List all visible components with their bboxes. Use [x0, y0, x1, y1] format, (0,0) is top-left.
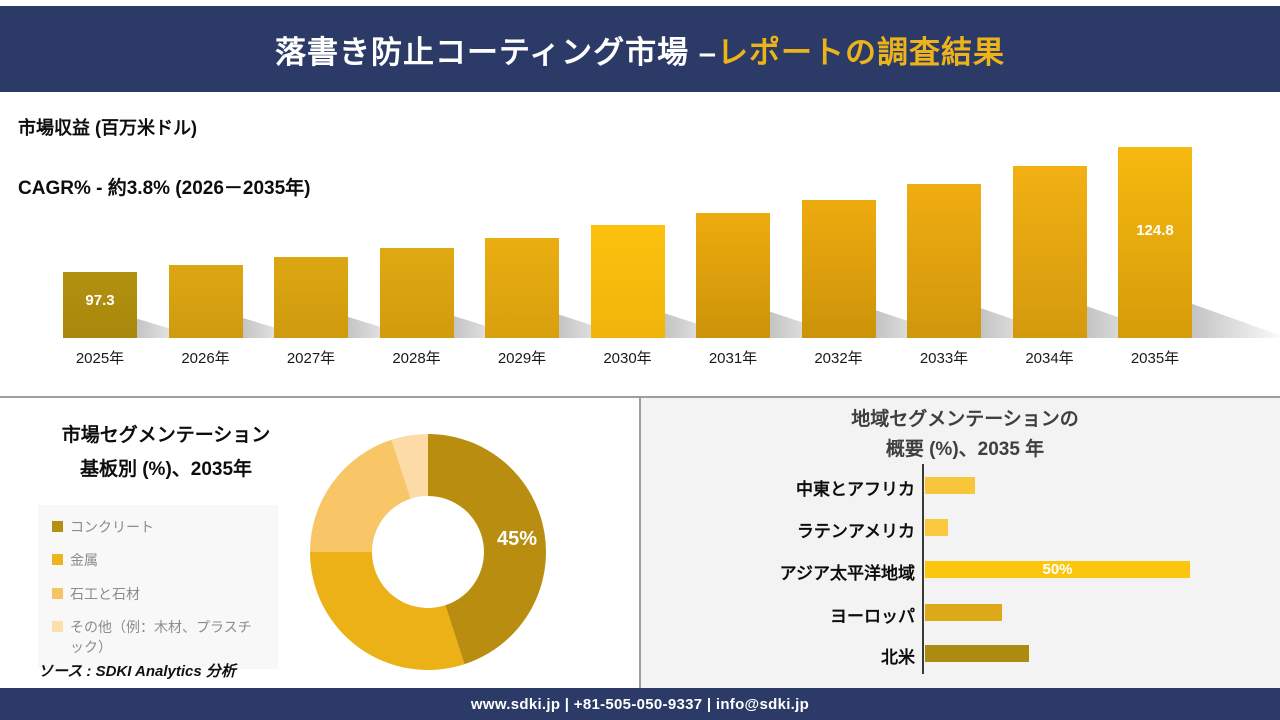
legend-swatch [52, 554, 63, 566]
page-title-accent: レポートの調査結果 [717, 34, 1005, 70]
region-row-label: 北米 [881, 648, 915, 667]
region-chart-axis [922, 464, 924, 674]
revenue-bar [168, 265, 243, 338]
legend-swatch [52, 521, 63, 532]
revenue-year-label: 2032年 [814, 350, 863, 367]
revenue-bar [801, 200, 876, 338]
revenue-year-label: 2026年 [181, 350, 230, 367]
revenue-year-label: 2030年 [603, 350, 652, 367]
revenue-bar [274, 257, 348, 338]
legend-item: 石工と石材 [52, 584, 264, 604]
legend-swatch [52, 587, 63, 599]
revenue-bar [485, 238, 559, 338]
revenue-bar [1118, 147, 1192, 338]
revenue-year-label: 2027年 [286, 350, 336, 367]
revenue-bar [907, 184, 981, 338]
revenue-year-label: 2029年 [497, 350, 547, 367]
region-row-label: ラテンアメリカ [796, 522, 915, 541]
revenue-year-label: 2031年 [708, 350, 758, 367]
legend-item: コンクリート [52, 517, 264, 537]
donut-slice-3 [391, 434, 428, 499]
revenue-bar-label: 124.8 [1136, 222, 1174, 240]
revenue-bar [379, 248, 454, 338]
revenue-year-label: 2034年 [1025, 350, 1074, 367]
legend-swatch [52, 620, 63, 632]
revenue-year-label: 2035年 [1130, 350, 1180, 367]
revenue-bar-label: 97.3 [85, 292, 115, 310]
revenue-bar [1012, 166, 1087, 338]
source-note: ソース : SDKI Analytics 分析 [38, 663, 236, 680]
region-title-line2: 概要 (%)、2035 年 [885, 439, 1045, 460]
region-title-line1: 地域セグメンテーションの [851, 409, 1079, 430]
revenue-chart-cagr: CAGR% - 約3.8% (2026－2035年) [18, 178, 311, 199]
region-bar [925, 519, 948, 536]
revenue-bar [63, 272, 137, 338]
panel-divider-vertical [639, 396, 641, 688]
legend-label: 金属 [70, 552, 98, 569]
legend-item: 金属 [52, 550, 264, 570]
revenue-bar [590, 225, 665, 338]
region-row-label: 中東とアフリカ [796, 480, 915, 499]
revenue-chart-title: 市場収益 (百万米ドル) [18, 118, 197, 138]
segmentation-legend: コンクリート 金属石工と石材その他（例：木材、プラスチック） [38, 505, 278, 670]
legend-label: 石工と石材 [70, 585, 140, 602]
segmentation-title-line2: 基板別 (%)、2035年 [79, 459, 253, 480]
region-panel-background [641, 398, 1280, 688]
revenue-year-label: 2033年 [919, 350, 969, 367]
donut-slice-1 [310, 552, 465, 670]
region-bar-value: 50% [1042, 561, 1073, 578]
revenue-bar-chart: 97.3 2025年 2026年 2027年 2028年 2029年 2030年 2031年 2… [63, 147, 1280, 367]
substrate-donut-chart [308, 432, 548, 672]
footer-banner: www.sdki.jp | +81-505-050-9337 | info@sd… [0, 688, 1280, 720]
region-row-label: アジア太平洋地域 [779, 564, 915, 583]
segmentation-title-line1: 市場セグメンテーション [61, 425, 271, 446]
region-bar [925, 604, 1002, 621]
region-bar [925, 477, 975, 494]
donut-svg [310, 434, 546, 670]
header-banner: 落書き防止コーティング市場 –レポートの調査結果 [0, 6, 1280, 92]
page-title: 落書き防止コーティング市場 –レポートの調査結果 [275, 27, 1005, 72]
legend-item: その他（例：木材、プラスチック） [52, 617, 264, 658]
legend-label: コンクリート [70, 519, 154, 535]
revenue-year-label: 2025年 [75, 350, 125, 367]
page-title-main: 落書き防止コーティング市場 – [275, 34, 717, 70]
donut-slice-0 [428, 434, 546, 665]
revenue-bar-shadow [1190, 303, 1280, 338]
legend-label: その他（例：木材、プラスチック） [70, 618, 252, 656]
footer-contact[interactable]: www.sdki.jp | +81-505-050-9337 | info@sd… [470, 695, 810, 713]
region-bar [925, 561, 1190, 578]
region-bar [925, 645, 1029, 662]
revenue-year-label: 2028年 [392, 350, 441, 367]
donut-slice-2 [310, 439, 411, 552]
region-row-label: ヨーロッパ [830, 607, 915, 626]
revenue-bar [696, 213, 770, 338]
donut-value-label: 45% [496, 528, 538, 550]
